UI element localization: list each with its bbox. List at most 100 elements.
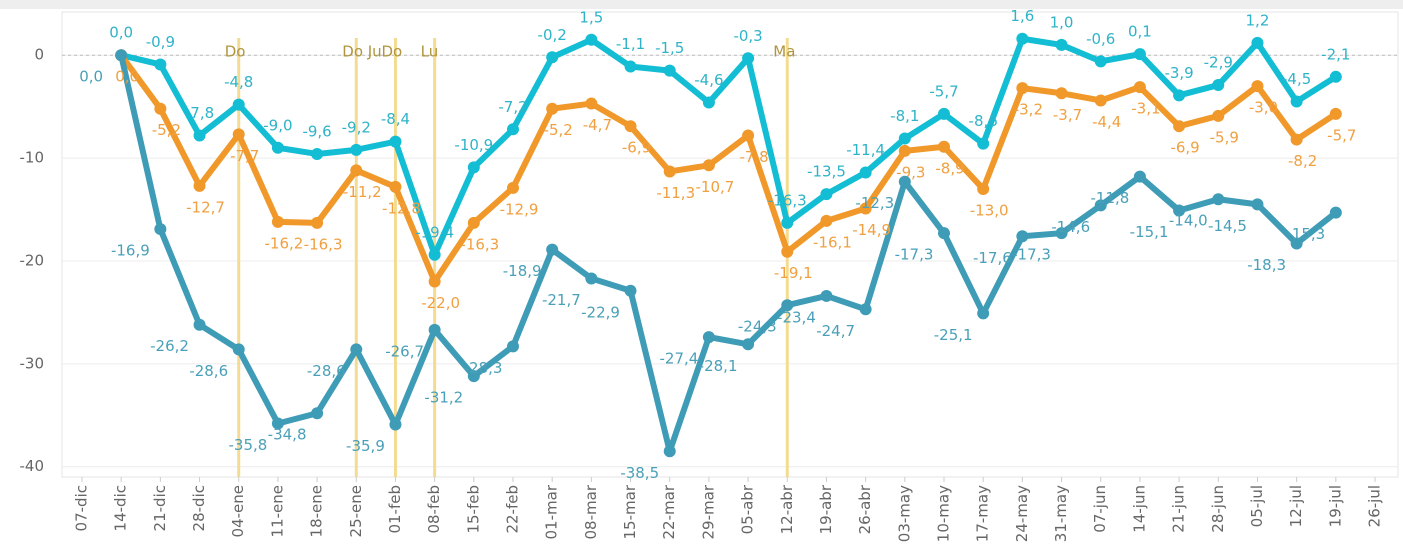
data-point: [1094, 55, 1107, 68]
annotation-label: Lu: [421, 43, 439, 61]
data-point: [702, 96, 715, 109]
data-point: [467, 370, 480, 383]
data-point: [977, 307, 990, 320]
x-tick-label: 07-jun: [1091, 485, 1109, 533]
data-label: -16,3: [304, 235, 343, 253]
data-point: [271, 141, 284, 154]
top-strip: [0, 0, 1403, 9]
data-point: [507, 123, 519, 136]
data-point: [1329, 206, 1342, 219]
data-point: [507, 181, 519, 194]
data-point: [702, 331, 715, 344]
x-tick-label: 28-dic: [190, 485, 208, 531]
data-point: [232, 128, 245, 141]
data-point: [546, 51, 559, 64]
data-point: [702, 159, 715, 172]
x-tick-label: 18-ene: [308, 485, 326, 537]
data-label: -18,9: [503, 262, 542, 280]
data-label: -1,5: [655, 39, 684, 57]
data-label: -4,8: [224, 73, 253, 91]
data-point: [742, 129, 755, 142]
data-label: -9,2: [342, 118, 371, 136]
annotation-label: Do: [381, 43, 402, 61]
data-label: -38,5: [620, 464, 659, 482]
data-label: -11,3: [656, 184, 695, 202]
data-point: [742, 338, 755, 351]
data-label: -14,0: [1169, 212, 1208, 230]
data-point: [1055, 227, 1068, 240]
data-label: -0,2: [538, 26, 567, 44]
data-point: [663, 165, 676, 178]
x-tick-label: 25-ene: [347, 485, 365, 537]
annotation-label: Ma: [773, 43, 795, 61]
data-label: -4,7: [583, 116, 612, 134]
data-label: -8,6: [969, 112, 998, 130]
data-label: -14,6: [1051, 218, 1090, 236]
data-label: -17,3: [895, 246, 934, 264]
data-point: [977, 182, 990, 195]
data-point: [859, 303, 872, 316]
data-point: [1133, 81, 1146, 94]
data-label: -34,8: [268, 426, 307, 444]
y-tick-label: -30: [20, 354, 45, 372]
data-point: [585, 272, 598, 285]
data-label: -28,1: [699, 357, 738, 375]
data-point: [898, 175, 911, 188]
data-label: -21,7: [542, 291, 581, 309]
x-tick-label: 31-may: [1052, 485, 1070, 542]
x-tick-label: 01-mar: [543, 484, 561, 539]
data-point: [585, 33, 598, 46]
x-tick-label: 28-jun: [1209, 485, 1227, 533]
data-label: -28,6: [189, 362, 228, 380]
data-label: -4,6: [694, 71, 723, 89]
data-label: -17,3: [1012, 246, 1051, 264]
data-label: -7,8: [185, 104, 214, 122]
data-label: -16,9: [111, 242, 150, 260]
data-point: [232, 98, 245, 111]
data-label: -3,2: [1014, 101, 1043, 119]
data-point: [428, 248, 441, 261]
data-label: -16,1: [813, 233, 852, 251]
annotation-label: Do: [225, 43, 246, 61]
x-tick-label: 08-feb: [425, 485, 443, 534]
data-point: [1016, 82, 1029, 95]
data-point: [115, 49, 128, 62]
x-tick-label: 14-jun: [1130, 485, 1148, 533]
data-label: 1,6: [1010, 7, 1034, 25]
x-tick-label: 05-abr: [739, 484, 757, 534]
y-tick-label: -40: [20, 457, 45, 475]
data-point: [350, 143, 363, 156]
data-label: -9,0: [263, 116, 292, 134]
data-point: [938, 227, 950, 240]
x-tick-label: 15-feb: [464, 485, 482, 534]
data-point: [663, 445, 676, 458]
data-label: -5,2: [152, 121, 181, 139]
data-label: -7,8: [739, 148, 768, 166]
data-point: [154, 223, 167, 236]
data-label: 0,0: [109, 24, 133, 42]
data-point: [389, 418, 402, 431]
data-point: [663, 64, 676, 77]
data-point: [271, 417, 284, 430]
data-label: -14,9: [852, 221, 891, 239]
series-line: [120, 35, 1338, 258]
data-point: [271, 215, 284, 228]
data-label: -16,3: [460, 235, 499, 253]
data-point: [1290, 95, 1303, 108]
data-label: -35,9: [346, 437, 385, 455]
data-label: -0,9: [146, 33, 175, 51]
data-point: [1329, 70, 1342, 83]
data-label: -17,6: [973, 249, 1012, 267]
data-label: -8,1: [890, 107, 919, 125]
data-point: [1251, 198, 1264, 211]
data-point: [546, 243, 559, 256]
data-label: -12,3: [855, 194, 894, 212]
data-point: [1173, 89, 1186, 102]
x-tick-label: 03-may: [895, 485, 913, 542]
data-label: -15,3: [1286, 225, 1325, 243]
data-point: [311, 407, 324, 420]
x-tick-label: 15-mar: [621, 484, 639, 539]
data-label: -16,3: [768, 191, 807, 209]
